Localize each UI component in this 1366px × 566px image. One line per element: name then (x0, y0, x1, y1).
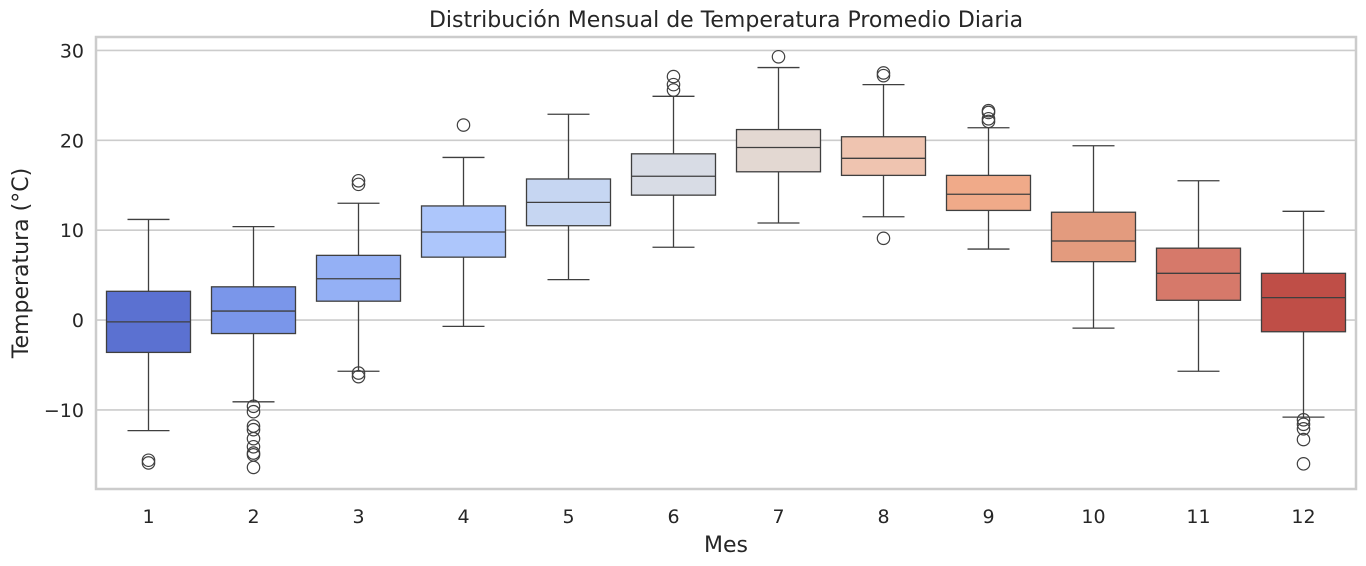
outlier-point (981, 103, 996, 118)
box-month-10 (1050, 145, 1137, 329)
outlier-point (351, 366, 366, 380)
box-month-12 (1260, 210, 1347, 471)
outlier-point (771, 49, 786, 64)
x-tick-label: 7 (772, 506, 784, 528)
box-month-7 (735, 49, 822, 224)
x-tick-label: 4 (457, 506, 469, 528)
x-tick-label: 5 (562, 506, 574, 528)
y-tick-label: −10 (44, 400, 84, 422)
plot-frame (94, 35, 1358, 491)
outlier-point (246, 404, 261, 419)
box-body (840, 136, 927, 177)
box-body (735, 128, 822, 173)
box-month-5 (525, 113, 612, 281)
outlier-point (876, 66, 891, 80)
y-tick-label: 0 (72, 310, 84, 332)
outlier-point (1296, 432, 1311, 447)
outlier-point (246, 422, 261, 437)
outlier-point (666, 69, 681, 84)
outlier-point (1296, 421, 1311, 436)
box-body (1155, 247, 1242, 301)
outlier-point (666, 77, 681, 92)
x-tick-label: 2 (247, 506, 259, 528)
y-tick-label: 20 (60, 130, 84, 152)
box-month-1 (105, 218, 192, 470)
x-tick-label: 6 (667, 506, 679, 528)
box-month-2 (210, 225, 297, 475)
boxes-layer (105, 49, 1347, 475)
box-month-11 (1155, 180, 1242, 372)
x-tick-label: 10 (1081, 506, 1105, 528)
outlier-point (351, 369, 366, 384)
box-month-6 (630, 69, 717, 248)
outlier-point (1296, 417, 1311, 432)
outlier-point (246, 399, 261, 414)
x-tick-label: 11 (1186, 506, 1210, 528)
outlier-point (1296, 413, 1311, 427)
outlier-point (141, 453, 156, 468)
x-tick-label: 12 (1291, 506, 1315, 528)
x-tick-label: 1 (142, 506, 154, 528)
x-tick-label: 8 (877, 506, 889, 528)
outlier-point (981, 111, 996, 126)
outlier-point (666, 83, 681, 97)
chart-title: Distribución Mensual de Temperatura Prom… (429, 8, 1023, 33)
x-tick-label: 9 (982, 506, 994, 528)
box-month-9 (945, 103, 1032, 250)
outlier-point (246, 460, 261, 475)
outlier-point (456, 118, 471, 132)
outlier-point (876, 68, 891, 83)
box-body (630, 153, 717, 196)
box-month-4 (420, 118, 507, 328)
outlier-point (246, 439, 261, 454)
outlier-point (351, 177, 366, 192)
x-tick-label: 3 (352, 506, 364, 528)
y-tick-label: 30 (60, 40, 84, 62)
y-tick-label: 10 (60, 220, 84, 242)
outlier-point (876, 231, 891, 246)
outlier-point (141, 456, 156, 470)
box-month-3 (315, 173, 402, 384)
box-body (945, 174, 1032, 212)
box-body (210, 286, 297, 335)
x-tick-labels: 1 2 3 4 5 6 7 8 9 10 11 12 (142, 506, 1315, 528)
outlier-point (351, 173, 366, 188)
box-month-8 (840, 66, 927, 246)
box-body (1260, 272, 1347, 333)
y-tick-labels: −10 0 10 20 30 (44, 40, 84, 421)
outlier-point (1296, 457, 1311, 471)
gridlines (96, 49, 1356, 411)
box-body (1050, 211, 1137, 263)
x-axis-label: Mes (704, 533, 748, 558)
outlier-point (246, 431, 261, 446)
y-axis-label: Temperatura (°C) (9, 168, 34, 359)
